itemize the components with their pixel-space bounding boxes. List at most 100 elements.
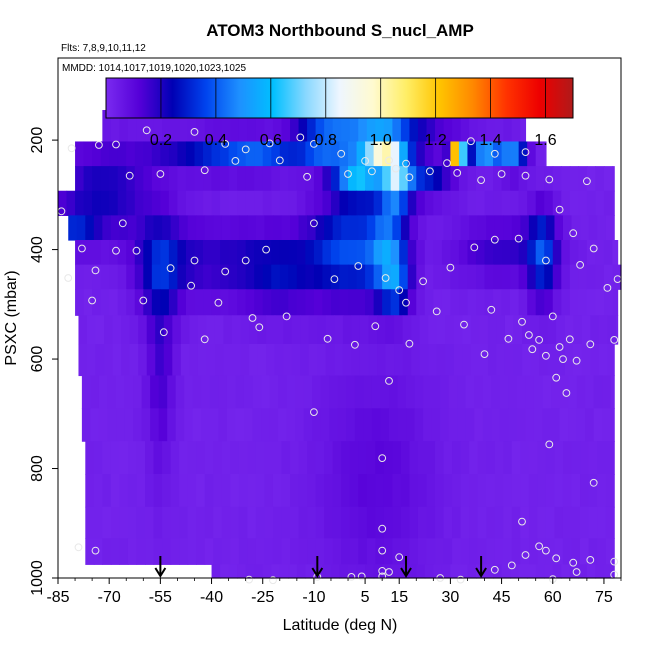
heatmap-cell — [230, 215, 240, 241]
heatmap-cell — [458, 141, 469, 167]
heatmap-cell — [554, 474, 564, 508]
heatmap-cell — [271, 166, 281, 192]
cloud-point — [310, 219, 318, 228]
heatmap-cell — [494, 110, 504, 143]
colorbar-tick-label: 0.8 — [315, 132, 337, 149]
heatmap-cell — [322, 264, 332, 290]
heatmap-cell — [400, 110, 411, 143]
heatmap-cell — [528, 538, 538, 565]
heatmap-cell — [206, 315, 216, 345]
heatmap-cell — [272, 474, 283, 508]
cloud-point — [490, 565, 499, 574]
heatmap-cell — [547, 344, 557, 377]
heatmap-cell — [503, 215, 513, 241]
heatmap-cell — [180, 344, 190, 377]
heatmap-cell — [561, 564, 571, 579]
heatmap-cell — [392, 474, 402, 508]
heatmap-cell — [95, 315, 105, 345]
heatmap-cell — [85, 215, 95, 241]
heatmap-cell — [226, 375, 237, 409]
heatmap-cell — [588, 538, 598, 565]
heatmap-cell — [264, 538, 274, 565]
heatmap-cell — [271, 289, 281, 316]
heatmap-cell — [211, 240, 221, 266]
heatmap-cell — [83, 141, 93, 167]
heatmap-cell — [552, 190, 562, 216]
heatmap-cell — [107, 375, 117, 409]
heatmap-cell — [136, 441, 146, 475]
heatmap-cell — [358, 474, 368, 508]
heatmap-cell — [486, 215, 496, 241]
heatmap-cell — [475, 240, 486, 266]
heatmap-cell — [433, 264, 443, 290]
heatmap-cell — [508, 408, 518, 442]
heatmap-cell — [392, 506, 402, 539]
heatmap-cell — [100, 141, 110, 167]
heatmap-cell — [119, 215, 129, 241]
cloud-point — [589, 478, 598, 487]
heatmap-cell — [416, 166, 426, 192]
heatmap-cell — [136, 474, 146, 508]
heatmap-cell — [187, 110, 197, 143]
heatmap-cell — [272, 538, 283, 565]
heatmap-cell — [562, 441, 573, 475]
heatmap-cell — [332, 506, 342, 539]
heatmap-cell — [537, 538, 547, 565]
heatmap-cell — [247, 441, 257, 475]
heatmap-cell — [562, 474, 573, 508]
cloud-point — [487, 305, 496, 314]
cloud-point — [323, 334, 332, 343]
heatmap-cell — [329, 375, 339, 409]
heatmap-cell — [428, 315, 438, 345]
heatmap-cell — [503, 441, 513, 475]
heatmap-cell — [151, 190, 161, 216]
heatmap-cell — [586, 264, 597, 290]
heatmap-cell — [349, 215, 359, 241]
heatmap-cell — [332, 538, 342, 565]
heatmap-cell — [433, 141, 443, 167]
heatmap-cell — [501, 289, 511, 316]
heatmap-cell — [281, 215, 291, 241]
heatmap-cell — [373, 190, 383, 216]
cloud-point — [310, 408, 318, 417]
heatmap-cell — [155, 344, 165, 377]
heatmap-cell — [163, 315, 173, 345]
heatmap-cell — [348, 190, 358, 216]
heatmap-cell — [271, 564, 281, 579]
heatmap-cell — [510, 190, 520, 216]
heatmap-cell — [561, 190, 571, 216]
down-arrow — [154, 556, 167, 578]
heatmap-cell — [518, 264, 528, 290]
heatmap-cell — [238, 474, 248, 508]
heatmap-cell — [269, 408, 279, 442]
colorbar-tick-label: 0.6 — [260, 132, 282, 149]
heatmap-cell — [179, 506, 189, 539]
heatmap-cell — [204, 215, 214, 241]
heatmap-cell — [462, 344, 472, 377]
heatmap-cell — [465, 375, 475, 409]
heatmap-cell — [220, 190, 230, 216]
heatmap-cell — [377, 344, 387, 377]
heatmap-cell — [511, 538, 521, 565]
heatmap-cell — [443, 215, 453, 241]
heatmap-cell — [255, 506, 266, 539]
heatmap-cell — [424, 190, 434, 216]
heatmap-cell — [568, 408, 578, 442]
heatmap-cell — [232, 315, 242, 345]
heatmap-cell — [109, 141, 119, 167]
heatmap-cell — [409, 215, 419, 241]
heatmap-cell — [98, 408, 109, 442]
heatmap-cell — [315, 441, 325, 475]
heatmap-cell — [203, 166, 213, 192]
heatmap-cell — [303, 375, 313, 409]
heatmap-cell — [254, 141, 264, 167]
heatmap-cell — [245, 166, 255, 192]
heatmap-cell — [315, 538, 325, 565]
heatmap-cell — [586, 190, 597, 216]
heatmap-cell — [100, 264, 110, 290]
heatmap-cell — [221, 474, 231, 508]
heatmap-cell — [254, 564, 264, 579]
heatmap-cell — [452, 441, 462, 475]
heatmap-cell — [460, 215, 470, 241]
heatmap-cell — [196, 506, 206, 539]
